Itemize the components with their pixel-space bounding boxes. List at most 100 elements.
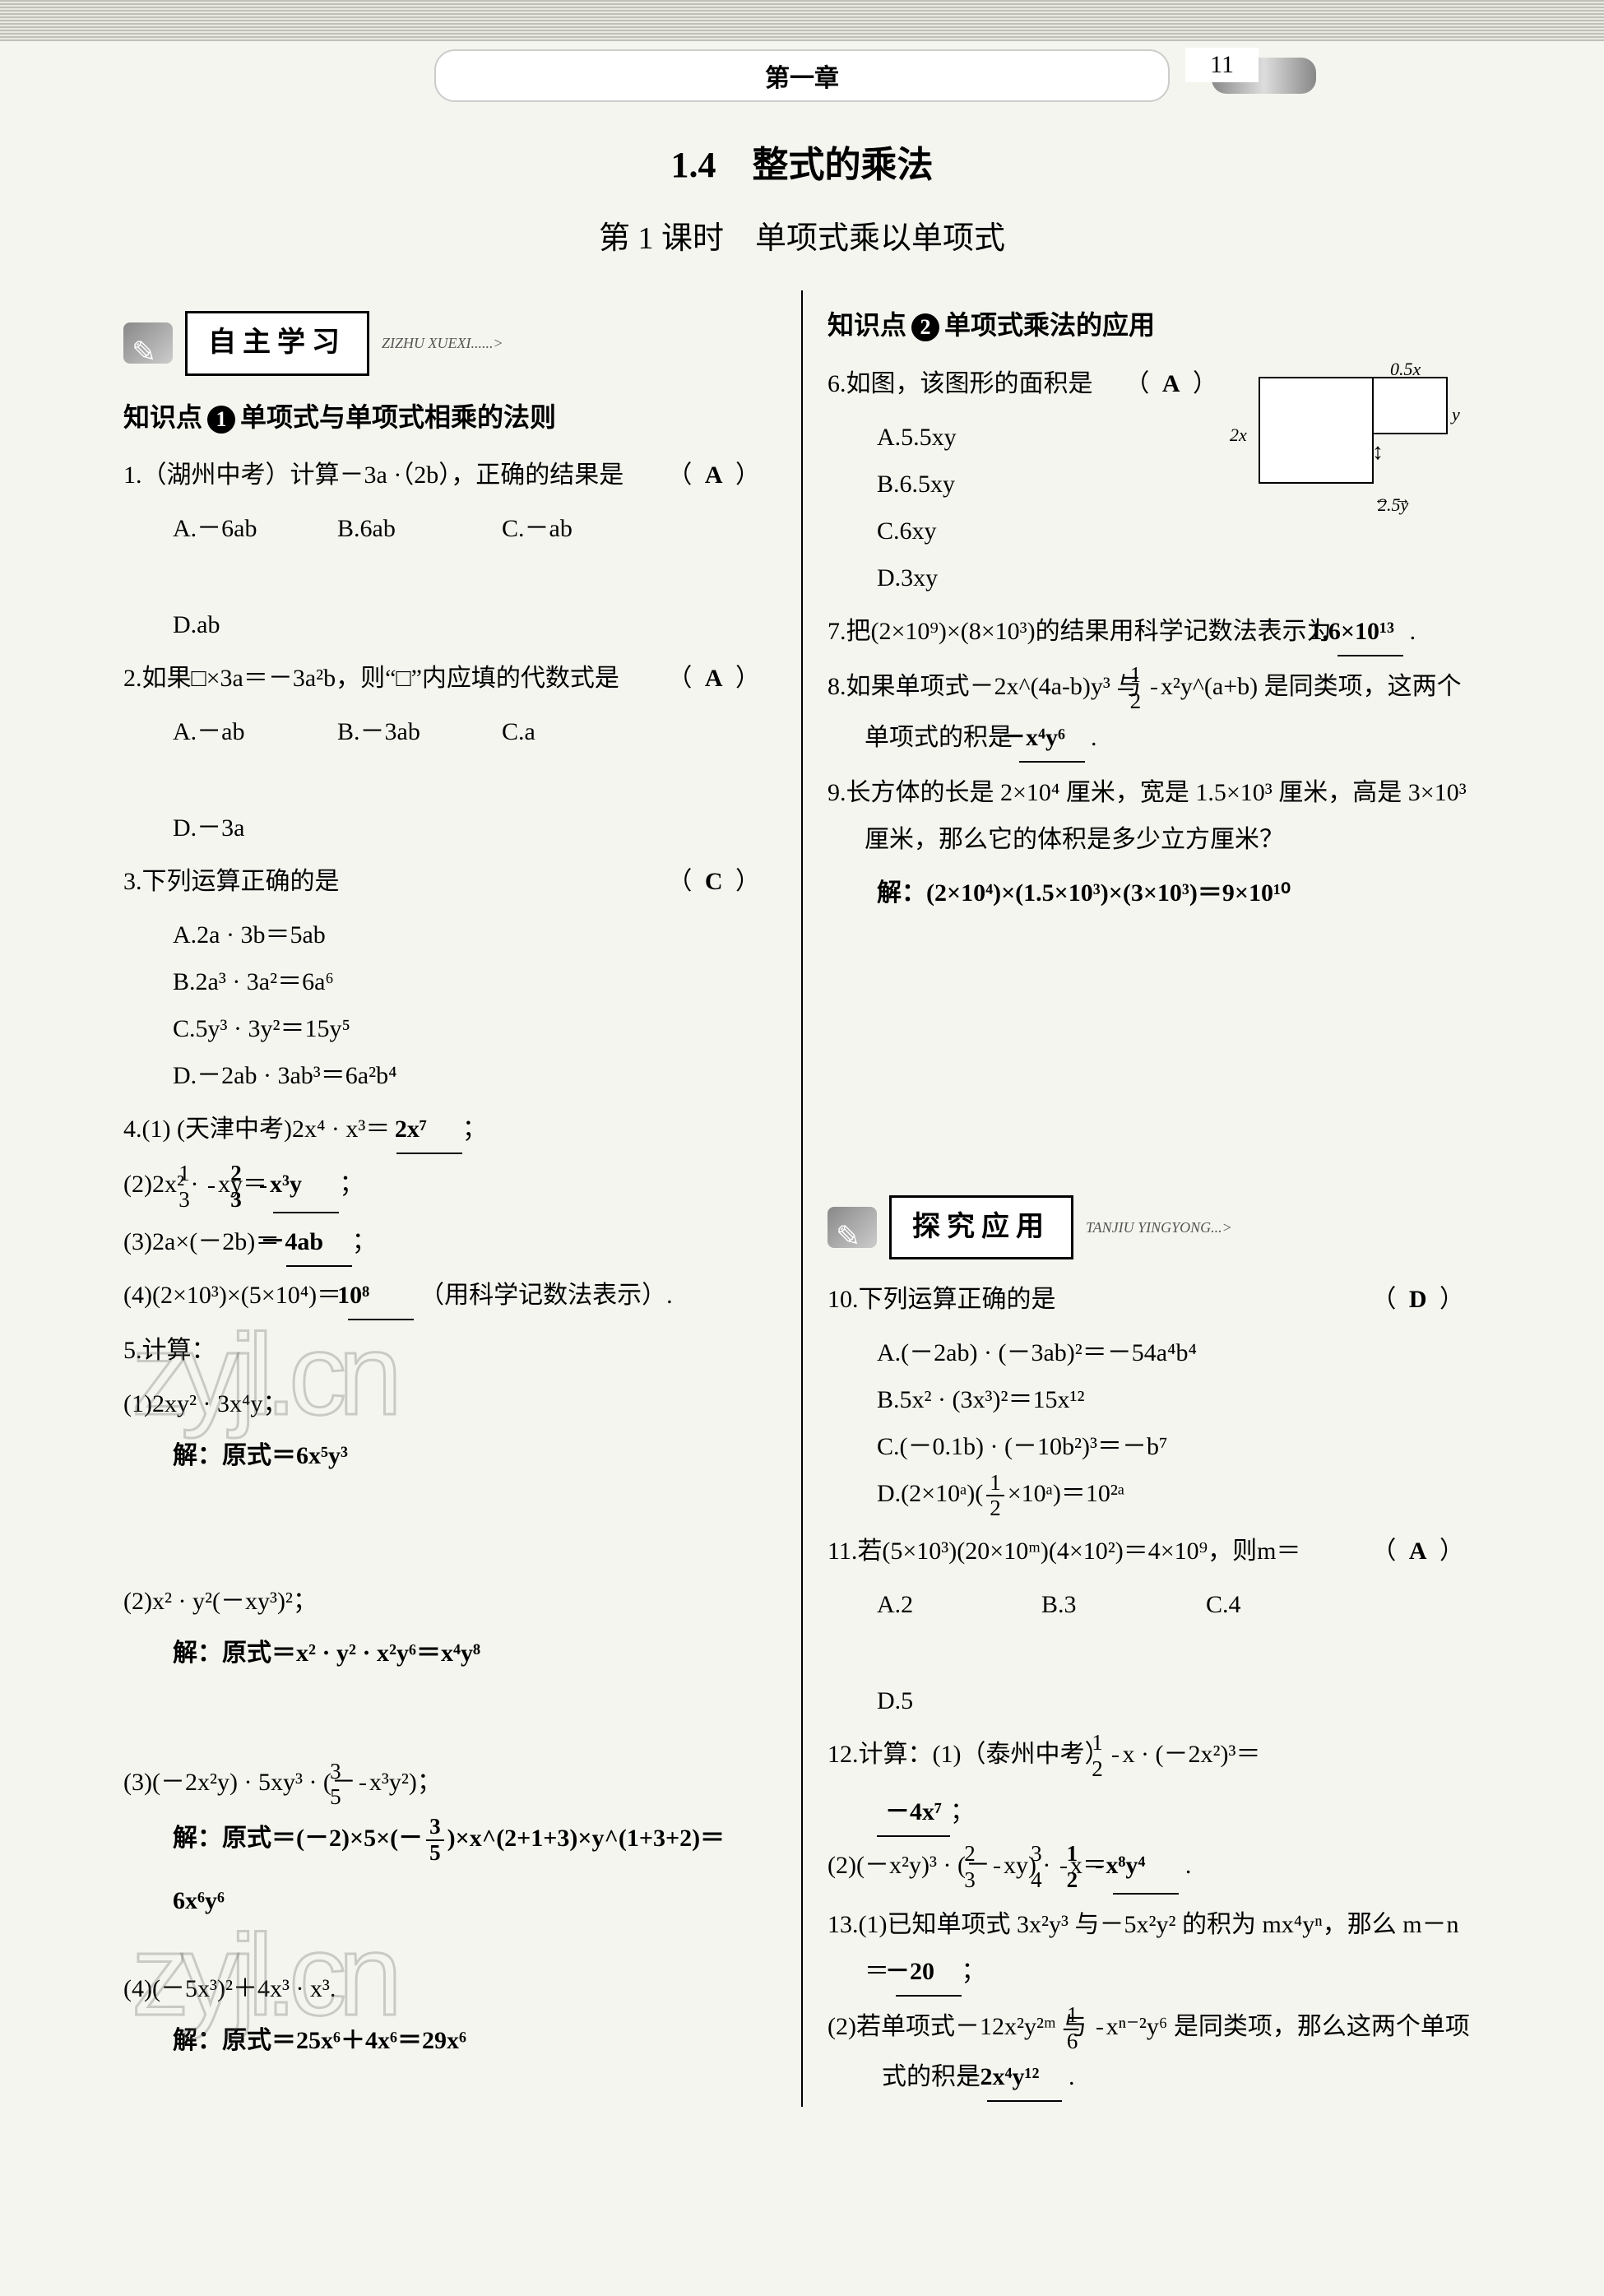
banner-tanjiu-pinyin: TANJIU YINGYONG...> xyxy=(1086,1213,1232,1241)
fig-rect-big xyxy=(1259,377,1374,484)
question-8: 8.如果单项式－2x^(4a-b)y³ 与 12x²y^(a+b) 是同类项，这… xyxy=(827,663,1481,763)
q10-opt-d: D.(2×10ᵃ)(12×10ᵃ)＝10²ᵃ xyxy=(877,1470,1481,1521)
knowledge-point-1: 知识点1单项式与单项式相乘的法则 xyxy=(123,392,777,443)
fig-label-05x: 0.5x xyxy=(1390,352,1421,387)
banner-tanjiu: 探究应用 TANJIU YINGYONG...> xyxy=(827,1195,1481,1260)
q5-3-solution: 解：原式＝(－2)×5×(－35)×x^(2+1+3)×y^(1+3+2)＝ xyxy=(123,1815,777,1866)
kp1-prefix: 知识点 xyxy=(123,402,202,432)
frac-1-2a: 12 xyxy=(1151,663,1157,713)
q2-options: A.－ab B.－3ab C.a D.－3a xyxy=(123,708,777,851)
q10d-b: ×10ᵃ)＝10²ᵃ xyxy=(1008,1480,1124,1507)
q10-opt-c: C.(－0.1b) · (－10b²)³＝－b⁷ xyxy=(877,1423,1481,1470)
q4-3: (3)2a×(－2b)＝ －4ab； xyxy=(123,1218,777,1267)
kp2-text: 单项式乘法的应用 xyxy=(944,310,1155,340)
banner-zizhu-label: 自主学习 xyxy=(185,311,369,376)
q2-answer-paren: （ A ） xyxy=(704,655,760,702)
q5-3-b: x³y²)； xyxy=(369,1769,442,1796)
q12-stem-b: x · (－2x²)³＝ xyxy=(1122,1741,1260,1768)
frac-3-4: 34 xyxy=(1060,1842,1067,1892)
q3-opt-c: C.5y³ · 3y²＝15y⁵ xyxy=(173,1005,777,1052)
q4-3-stem: (3)2a×(－2b)＝ xyxy=(123,1228,280,1255)
q1-opt-a: A.－6ab xyxy=(173,505,288,552)
q5-3: (3)(－2x²y) · 5xy³ · (－35x³y²)； xyxy=(123,1759,777,1810)
banner-tanjiu-label: 探究应用 xyxy=(889,1195,1073,1260)
q11-opt-c: C.4 xyxy=(1206,1581,1321,1628)
frac-1-3: 13 xyxy=(208,1162,215,1212)
question-1: 1.（湖州中考）计算－3a ·（2b），正确的结果是 （ A ） xyxy=(123,452,777,499)
q1-stem: 1.（湖州中考）计算－3a ·（2b），正确的结果是 xyxy=(123,462,624,489)
q6-opt-d: D.3xy xyxy=(877,554,1481,601)
fig-label-y: y xyxy=(1452,397,1460,432)
q4-3-answer: －4ab xyxy=(286,1218,352,1267)
question-11: 11.若(5×10³)(20×10ᵐ)(4×10²)＝4×10⁹，则m＝ （ A… xyxy=(827,1528,1481,1575)
q5-3-sol-a: 解：原式＝(－2)×5×(－ xyxy=(173,1825,423,1852)
frac-3-5b: 35 xyxy=(426,1815,444,1865)
q1-answer: A xyxy=(698,462,730,489)
q12-stem-a: 12.计算：(1)（泰州中考） xyxy=(827,1741,1109,1768)
q6-answer-paren: （ A ） xyxy=(1161,360,1217,407)
q6-stem: 6.如图，该图形的面积是 xyxy=(827,370,1093,397)
q4-4-stem: (4)(2×10³)×(5×10⁴)＝ xyxy=(123,1282,341,1309)
q10-opt-b: B.5x² · (3x³)²＝15x¹² xyxy=(877,1376,1481,1423)
q2-opt-a: A.－ab xyxy=(173,708,288,755)
q4-4: (4)(2×10³)×(5×10⁴)＝ 10⁸ （用科学记数法表示）. xyxy=(123,1272,777,1320)
question-13-2: (2)若单项式－12x²y²ᵐ 与 16xⁿ⁻²y⁶ 是同类项，那么这两个单项式… xyxy=(827,2003,1481,2103)
kp2-prefix: 知识点 xyxy=(827,310,906,340)
q2-answer: A xyxy=(698,665,730,692)
knowledge-point-2: 知识点2单项式乘法的应用 xyxy=(827,300,1481,350)
q5-4: (4)(－5x³)²＋4x³ · x³. xyxy=(123,1965,777,2012)
q11-opt-a: A.2 xyxy=(877,1581,992,1628)
q11-opt-d: D.5 xyxy=(877,1677,992,1724)
q5-3-sol-b: )×x^(2+1+3)×y^(1+3+2)＝ xyxy=(447,1825,725,1852)
q4-1-answer: 2x⁷ xyxy=(396,1106,462,1154)
q1-answer-paren: （ A ） xyxy=(704,452,760,499)
content-columns: 自主学习 ZIZHU XUEXI......> 知识点1单项式与单项式相乘的法则… xyxy=(0,274,1604,2123)
q5-3-solution-final: 6x⁶y⁶ xyxy=(123,1877,777,1924)
kp1-num-icon: 1 xyxy=(207,406,235,434)
q5-1-solution: 解：原式＝6x⁵y³ xyxy=(123,1432,777,1479)
kp2-num-icon: 2 xyxy=(911,313,939,341)
q5-2-solution: 解：原式＝x² · y² · x²y⁶＝x⁴y⁸ xyxy=(123,1630,777,1677)
pencil-icon-2 xyxy=(827,1207,877,1248)
q12-2: (2)(－x²y)³ · (－23xy) · 34x＝ 12x⁸y⁴ . xyxy=(827,1842,1481,1895)
pencil-icon xyxy=(123,322,173,364)
frac-2-3: 23 xyxy=(994,1842,1000,1892)
question-3: 3.下列运算正确的是 （ C ） xyxy=(123,858,777,905)
chapter-label: 第一章 xyxy=(434,49,1170,102)
question-5: 5.计算： xyxy=(123,1327,777,1374)
right-column: 知识点2单项式乘法的应用 2x 0.5x y 2.5y ↕ ← → 6.如图，该… xyxy=(803,290,1505,2107)
question-2: 2.如果□×3a＝－3a²b，则“□”内应填的代数式是 （ A ） xyxy=(123,655,777,702)
top-border-pattern xyxy=(0,0,1604,41)
q13-1-answer: －20 xyxy=(896,1948,962,1997)
question-7: 7.把(2×10⁹)×(8×10³)的结果用科学记数法表示为 1.6×10¹³ … xyxy=(827,608,1481,656)
q10-answer-paren: （ D ） xyxy=(1408,1276,1464,1323)
header-bar: 第一章 11 xyxy=(82,49,1522,102)
q2-opt-d: D.－3a xyxy=(173,805,288,851)
q1-opt-c: C.－ab xyxy=(502,505,617,552)
q3-options: A.2a · 3b＝5ab B.2a³ · 3a²＝6a⁶ C.5y³ · 3y… xyxy=(123,911,777,1099)
title-block: 1.4 整式的乘法 第 1 课时 单项式乘以单项式 xyxy=(0,135,1604,257)
q12-2-answer: 12x⁸y⁴ xyxy=(1113,1842,1179,1895)
q7-answer: 1.6×10¹³ xyxy=(1337,608,1403,656)
q3-answer: C xyxy=(698,868,730,895)
q3-answer-paren: （ C ） xyxy=(704,858,760,905)
question-12: 12.计算：(1)（泰州中考）12x · (－2x²)³＝ xyxy=(827,1731,1481,1782)
q2-opt-c: C.a xyxy=(502,708,617,755)
q1-options: A.－6ab B.6ab C.－ab D.ab xyxy=(123,505,777,648)
q8-answer: －x⁴y⁶ xyxy=(1019,714,1085,763)
q12-1-answer: －4x⁷ xyxy=(877,1788,950,1837)
q3-opt-b: B.2a³ · 3a²＝6a⁶ xyxy=(173,958,777,1005)
q3-opt-d: D.－2ab · 3ab³＝6a²b⁴ xyxy=(173,1052,777,1099)
q5-4-solution: 解：原式＝25x⁶＋4x⁶＝29x⁶ xyxy=(123,2017,777,2064)
left-column: 自主学习 ZIZHU XUEXI......> 知识点1单项式与单项式相乘的法则… xyxy=(99,290,801,2107)
q3-opt-a: A.2a · 3b＝5ab xyxy=(173,911,777,958)
q2-stem: 2.如果□×3a＝－3a²b，则“□”内应填的代数式是 xyxy=(123,665,619,692)
q11-opt-b: B.3 xyxy=(1041,1581,1157,1628)
q13-2-answer: －2x⁴y¹² xyxy=(987,2053,1063,2102)
q2-opt-b: B.－3ab xyxy=(337,708,452,755)
q3-stem: 3.下列运算正确的是 xyxy=(123,868,340,895)
q1-opt-b: B.6ab xyxy=(337,505,452,552)
q11-answer: A xyxy=(1402,1538,1434,1565)
q4-2-stem-a: (2)2x² · xyxy=(123,1171,205,1198)
q11-answer-paren: （ A ） xyxy=(1408,1528,1464,1575)
